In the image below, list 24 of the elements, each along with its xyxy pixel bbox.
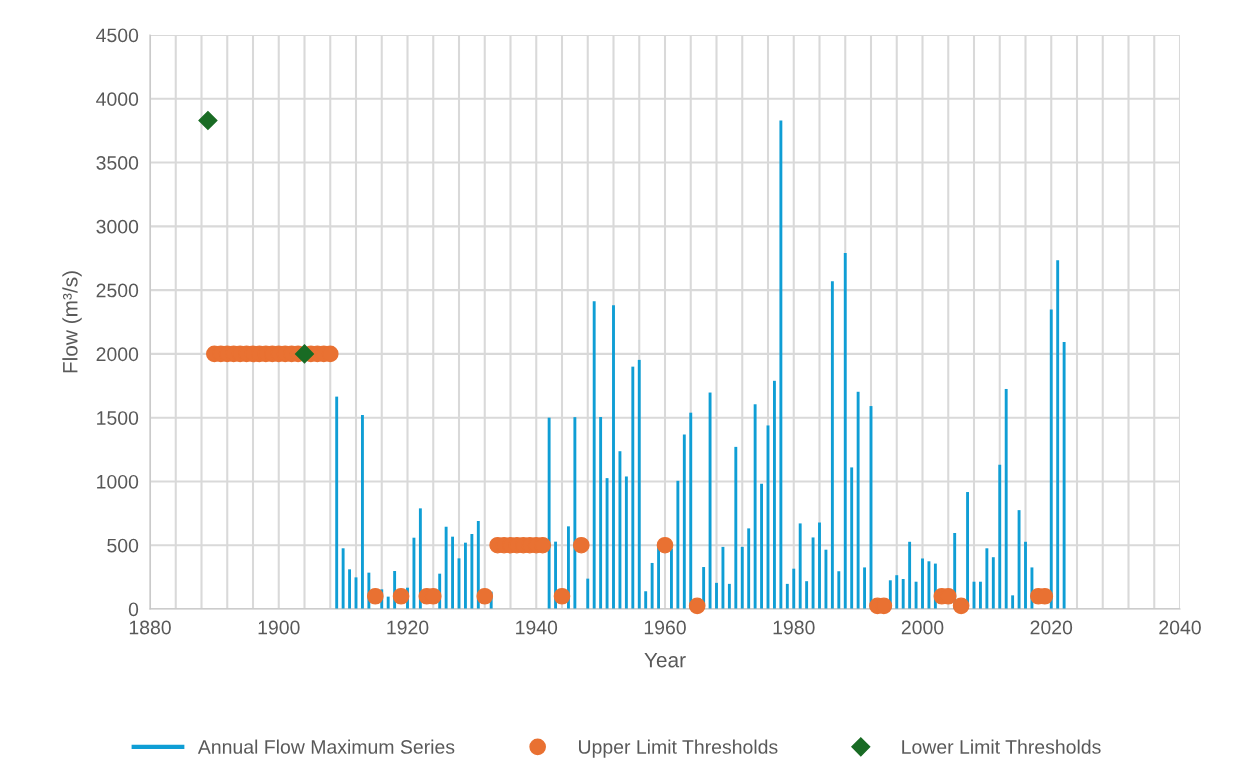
y-tick-label: 2500 (96, 283, 139, 298)
y-tick-label: 2000 (96, 347, 139, 362)
y-axis-title: Flow (m³/s) (62, 271, 82, 373)
x-tick-label: 1880 (129, 620, 171, 635)
y-tick-label: 1000 (97, 474, 139, 489)
x-tick-label: 1900 (258, 620, 300, 635)
x-tick-label: 2020 (1030, 620, 1073, 635)
y-tick-label: 500 (107, 538, 139, 553)
x-tick-label: 1980 (773, 620, 815, 635)
legend-label: Lower Limit Thresholds (902, 739, 1101, 754)
x-axis-title: Year (644, 652, 686, 668)
legend-label: Annual Flow Maximum Series (197, 739, 455, 754)
y-tick-label: 3000 (96, 219, 139, 234)
x-tick-label: 1940 (516, 620, 558, 635)
y-tick-label: 4500 (96, 28, 139, 43)
x-tick-label: 2000 (901, 620, 944, 635)
legend-label: Upper Limit Thresholds (579, 739, 778, 758)
y-tick-label: 3500 (96, 156, 139, 170)
y-tick-label: 1500 (97, 411, 139, 425)
x-tick-label: 1960 (644, 620, 686, 635)
y-tick-label: 4000 (96, 92, 139, 107)
y-tick-label: 0 (128, 602, 139, 617)
x-tick-label: 1920 (387, 620, 429, 635)
x-tick-label: 2040 (1159, 620, 1201, 635)
